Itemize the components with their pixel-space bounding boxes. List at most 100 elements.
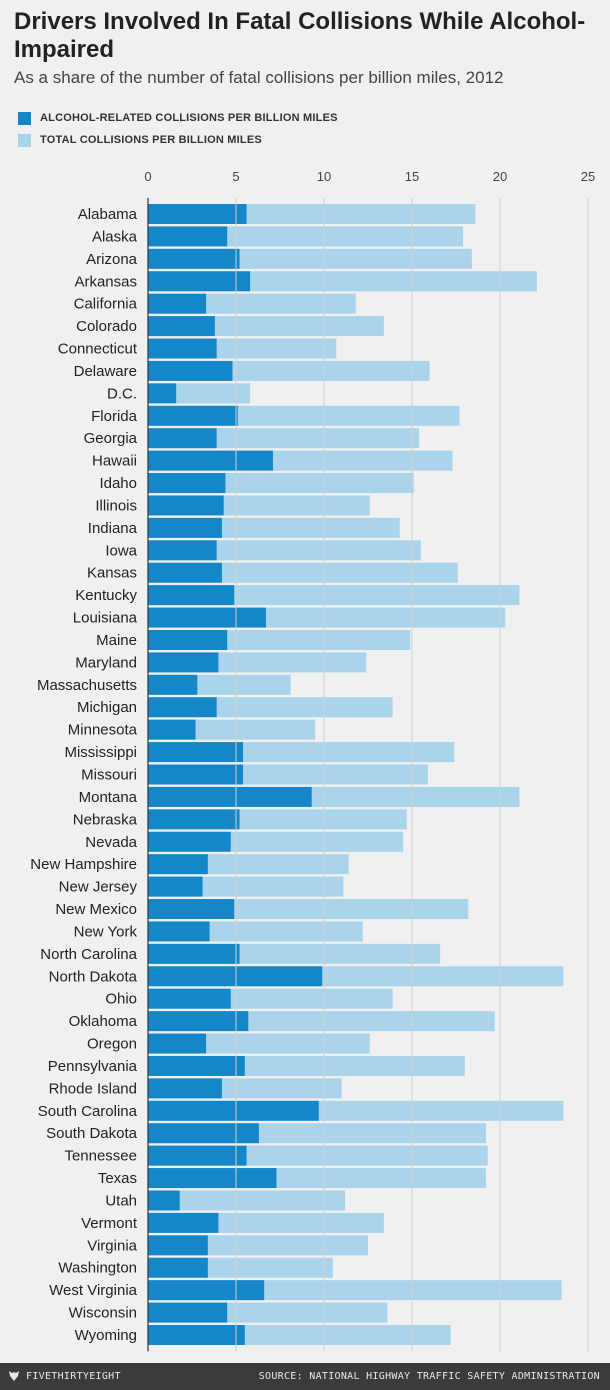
legend-label-total: TOTAL COLLISIONS PER BILLION MILES bbox=[40, 134, 262, 146]
state-label-arkansas: Arkansas bbox=[74, 273, 137, 290]
bar-alcohol-north-carolina bbox=[148, 943, 240, 964]
state-label-illinois: Illinois bbox=[95, 497, 137, 514]
bar-alcohol-pennsylvania bbox=[148, 1055, 245, 1076]
bar-alcohol-new-mexico bbox=[148, 899, 235, 920]
state-label-nebraska: Nebraska bbox=[73, 811, 138, 828]
bar-alcohol-vermont bbox=[148, 1212, 219, 1233]
bar-alcohol-ohio bbox=[148, 988, 231, 1009]
state-label-new-hampshire: New Hampshire bbox=[30, 856, 137, 873]
bar-alcohol-louisiana bbox=[148, 607, 266, 628]
state-label-wisconsin: Wisconsin bbox=[69, 1305, 137, 1322]
state-label-utah: Utah bbox=[105, 1192, 137, 1209]
bar-alcohol-idaho bbox=[148, 473, 226, 494]
bar-alcohol-washington bbox=[148, 1257, 208, 1278]
bar-alcohol-north-dakota bbox=[148, 966, 323, 987]
bar-alcohol-maine bbox=[148, 629, 228, 650]
bar-alcohol-alaska bbox=[148, 226, 228, 247]
state-label-ohio: Ohio bbox=[105, 991, 137, 1008]
x-tick-label-25: 25 bbox=[581, 169, 595, 184]
state-label-washington: Washington bbox=[58, 1260, 137, 1277]
state-label-florida: Florida bbox=[91, 408, 138, 425]
x-tick-label-5: 5 bbox=[232, 169, 239, 184]
bar-alcohol-tennessee bbox=[148, 1145, 247, 1166]
x-tick-label-0: 0 bbox=[144, 169, 151, 184]
state-label-iowa: Iowa bbox=[105, 542, 137, 559]
x-tick-label-20: 20 bbox=[493, 169, 507, 184]
state-label-north-carolina: North Carolina bbox=[40, 946, 137, 963]
bar-alcohol-kansas bbox=[148, 562, 222, 583]
bar-alcohol-iowa bbox=[148, 540, 217, 561]
x-tick-label-10: 10 bbox=[317, 169, 331, 184]
bar-alcohol-georgia bbox=[148, 428, 217, 449]
bar-alcohol-colorado bbox=[148, 316, 215, 337]
state-label-vermont: Vermont bbox=[81, 1215, 138, 1232]
state-label-new-mexico: New Mexico bbox=[55, 901, 137, 918]
bar-alcohol-d-c bbox=[148, 383, 177, 404]
bar-alcohol-texas bbox=[148, 1168, 277, 1189]
bar-alcohol-indiana bbox=[148, 517, 222, 538]
footer-source: SOURCE: NATIONAL HIGHWAY TRAFFIC SAFETY … bbox=[258, 1371, 600, 1382]
bar-alcohol-wisconsin bbox=[148, 1302, 228, 1323]
state-label-oregon: Oregon bbox=[87, 1036, 137, 1053]
bar-alcohol-rhode-island bbox=[148, 1078, 222, 1099]
state-label-d-c: D.C. bbox=[107, 385, 137, 402]
bar-alcohol-missouri bbox=[148, 764, 244, 785]
bar-alcohol-mississippi bbox=[148, 742, 244, 763]
bar-alcohol-new-hampshire bbox=[148, 854, 208, 875]
bar-alcohol-connecticut bbox=[148, 338, 217, 359]
bar-alcohol-utah bbox=[148, 1190, 180, 1211]
state-label-idaho: Idaho bbox=[99, 475, 137, 492]
bar-chart: Alabama Alaska Arizona Arkansas California Co… bbox=[30, 169, 595, 1352]
state-label-south-dakota: South Dakota bbox=[46, 1125, 138, 1142]
state-label-massachusetts: Massachusetts bbox=[37, 677, 137, 694]
footer-brand: FIVETHIRTYEIGHT bbox=[26, 1371, 121, 1382]
state-label-kentucky: Kentucky bbox=[75, 587, 137, 604]
state-label-indiana: Indiana bbox=[88, 520, 138, 537]
bar-alcohol-oklahoma bbox=[148, 1011, 249, 1032]
x-tick-label-15: 15 bbox=[405, 169, 419, 184]
legend-label-alcohol: ALCOHOL-RELATED COLLISIONS PER BILLION M… bbox=[40, 112, 338, 124]
state-label-maine: Maine bbox=[96, 632, 137, 649]
bar-alcohol-california bbox=[148, 293, 207, 314]
bar-alcohol-nevada bbox=[148, 831, 231, 852]
bar-alcohol-arkansas bbox=[148, 271, 251, 292]
bar-alcohol-arizona bbox=[148, 248, 240, 269]
state-label-tennessee: Tennessee bbox=[64, 1148, 137, 1165]
state-label-minnesota: Minnesota bbox=[68, 722, 138, 739]
state-label-rhode-island: Rhode Island bbox=[49, 1080, 137, 1097]
state-label-alabama: Alabama bbox=[78, 206, 138, 223]
bar-alcohol-oregon bbox=[148, 1033, 207, 1054]
bar-alcohol-west-virginia bbox=[148, 1280, 265, 1301]
state-label-south-carolina: South Carolina bbox=[38, 1103, 138, 1120]
state-label-hawaii: Hawaii bbox=[92, 453, 137, 470]
bar-alcohol-massachusetts bbox=[148, 674, 198, 695]
bar-total-kentucky bbox=[148, 585, 520, 606]
bar-alcohol-delaware bbox=[148, 360, 233, 381]
state-label-missouri: Missouri bbox=[81, 767, 137, 784]
bar-total-utah bbox=[148, 1190, 346, 1211]
state-label-maryland: Maryland bbox=[75, 654, 137, 671]
bar-alcohol-wyoming bbox=[148, 1325, 245, 1345]
legend-swatch-total bbox=[18, 134, 31, 147]
bar-alcohol-illinois bbox=[148, 495, 224, 516]
state-label-alaska: Alaska bbox=[92, 228, 138, 245]
bar-alcohol-michigan bbox=[148, 697, 217, 718]
state-label-texas: Texas bbox=[98, 1170, 137, 1187]
bar-alcohol-florida bbox=[148, 405, 238, 426]
bar-alcohol-new-york bbox=[148, 921, 210, 942]
state-label-mississippi: Mississippi bbox=[64, 744, 137, 761]
fivethirtyeight-fox-icon bbox=[9, 1371, 19, 1381]
state-label-new-york: New York bbox=[74, 923, 138, 940]
bar-alcohol-south-carolina bbox=[148, 1100, 319, 1121]
state-label-michigan: Michigan bbox=[77, 699, 137, 716]
chart-title: Drivers Involved In Fatal Collisions Whi… bbox=[14, 8, 586, 63]
state-label-delaware: Delaware bbox=[74, 363, 137, 380]
state-label-colorado: Colorado bbox=[76, 318, 137, 335]
bar-total-kansas bbox=[148, 562, 458, 583]
bar-alcohol-nebraska bbox=[148, 809, 240, 830]
state-label-california: California bbox=[74, 296, 138, 313]
bar-alcohol-alabama bbox=[148, 204, 247, 224]
bar-alcohol-south-dakota bbox=[148, 1123, 259, 1144]
bar-alcohol-montana bbox=[148, 786, 312, 807]
state-label-montana: Montana bbox=[79, 789, 138, 806]
